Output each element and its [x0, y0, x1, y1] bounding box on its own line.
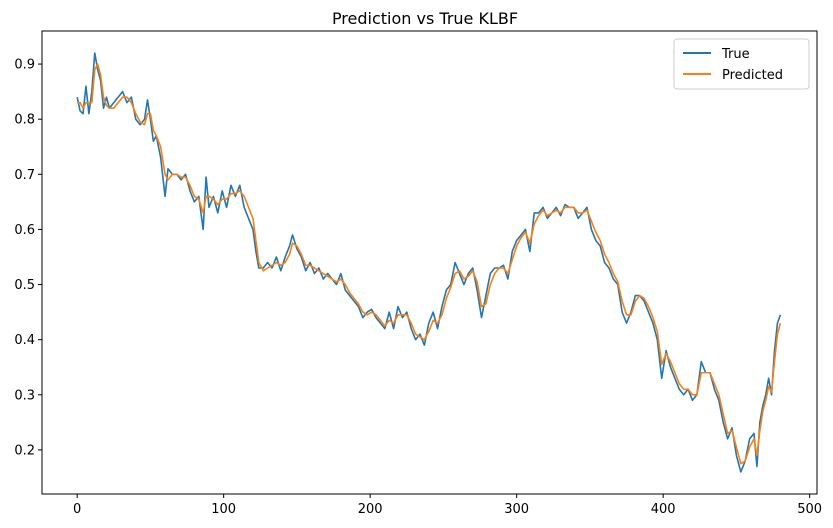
y-tick-label: 0.3	[14, 388, 35, 403]
y-tick-label: 0.6	[14, 223, 35, 238]
legend-box	[673, 38, 810, 90]
y-tick-label: 0.7	[14, 168, 35, 183]
y-tick-label: 0.8	[14, 113, 35, 128]
x-tick-label: 300	[504, 502, 529, 517]
legend-label-true: True	[721, 47, 750, 62]
y-tick-label: 0.5	[14, 278, 35, 293]
chart-title: Prediction vs True KLBF	[332, 9, 518, 28]
x-tick-label: 0	[73, 502, 81, 517]
series-layer	[76, 52, 782, 473]
legend: True Predicted	[673, 38, 810, 90]
x-tick-label: 500	[797, 502, 822, 517]
x-tick-label: 400	[651, 502, 676, 517]
series-line-predicted	[77, 63, 782, 465]
plot-frame	[41, 30, 818, 495]
plot-area	[42, 31, 817, 494]
x-tick-label: 100	[211, 502, 236, 517]
legend-label-predicted: Predicted	[722, 68, 783, 83]
y-tick-label: 0.9	[14, 58, 35, 73]
y-tick-label: 0.4	[14, 333, 35, 348]
axis-layer: 0 100 200 300 400 500 0.2 0.3 0.4 0.5 0.6 0.7 0.8 0.9	[14, 58, 822, 517]
y-tick-label: 0.2	[14, 443, 35, 458]
x-tick-label: 200	[358, 502, 383, 517]
